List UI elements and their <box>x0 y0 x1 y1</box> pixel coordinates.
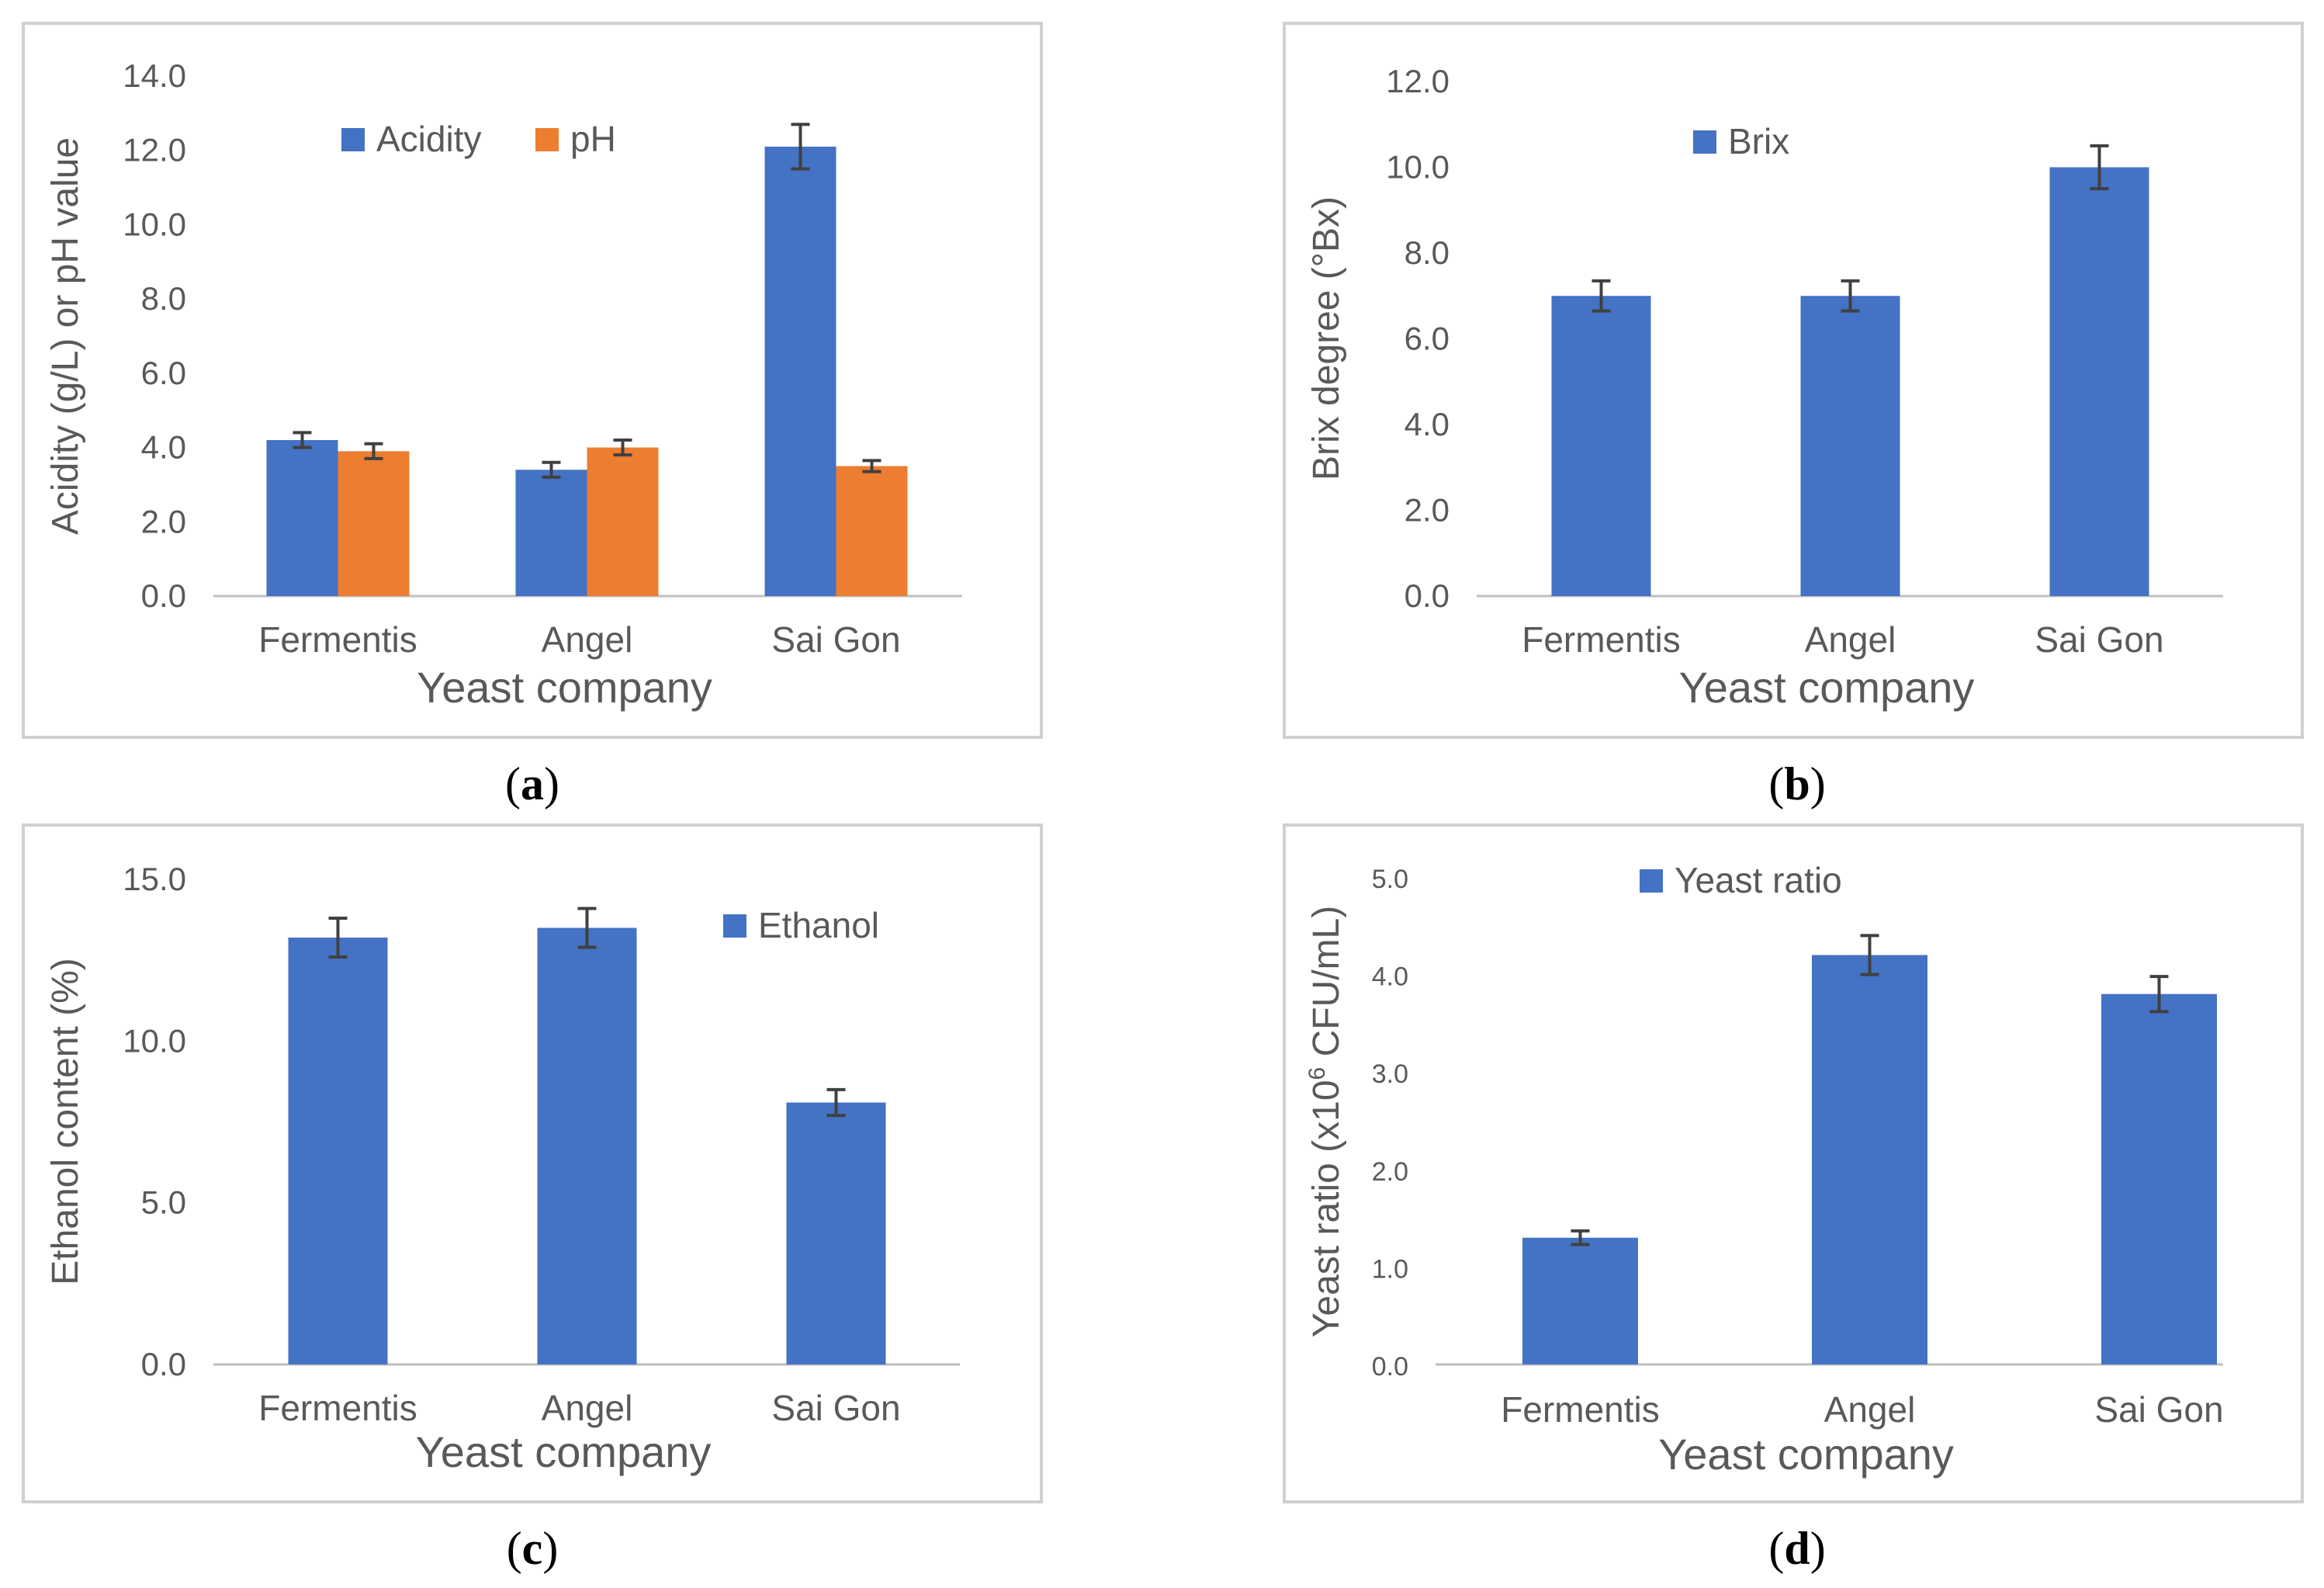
error-bar <box>2090 144 2109 191</box>
y-tick-label: 6.0 <box>1404 321 1449 357</box>
panel-c-chart: 0.0 5.0 10.0 15.0 Fermentis Angel Sai Gon Yeast… <box>45 861 960 1476</box>
bar-ethanol-angel <box>537 927 637 1364</box>
error-bar <box>862 459 881 473</box>
y-tick-label: 2.0 <box>1372 1157 1408 1187</box>
x-category-label: Angel <box>542 619 633 660</box>
y-axis-title: Brix degree (°Bx) <box>1306 196 1347 480</box>
error-bar <box>1571 1229 1590 1246</box>
x-category-label: Sai Gon <box>771 1388 900 1428</box>
y-axis-title: Acidity (g/L) or pH value <box>45 137 86 535</box>
x-category-label: Angel <box>1805 619 1896 660</box>
x-category-label: Fermentis <box>258 1388 417 1428</box>
legend-label-acidity: Acidity <box>376 119 481 159</box>
x-axis-title: Yeast company <box>416 1427 712 1476</box>
y-tick-label: 2.0 <box>1404 492 1449 529</box>
bar-brix-sai-gon <box>2049 167 2149 596</box>
bar-ph-fermentis <box>338 451 410 596</box>
y-tick-label: 4.0 <box>1372 962 1408 992</box>
error-bar <box>293 431 312 449</box>
y-tick-label: 0.0 <box>141 577 186 614</box>
bar-brix-angel <box>1800 296 1900 596</box>
bar-brix-fermentis <box>1551 296 1651 596</box>
error-bar <box>826 1087 846 1118</box>
y-tick-label: 10.0 <box>1386 149 1449 185</box>
x-category-label: Fermentis <box>1522 619 1680 660</box>
y-tick-label: 4.0 <box>141 429 186 466</box>
y-axis-title: Yeast ratio (x106 CFU/mL) <box>1304 906 1347 1337</box>
x-axis-title: Yeast company <box>1658 1430 1954 1479</box>
legend-swatch-brix <box>1693 130 1716 154</box>
y-tick-label: 15.0 <box>123 861 186 897</box>
caption-a: (a) <box>505 758 559 810</box>
legend-swatch-acidity <box>341 128 365 151</box>
legend-label-ethanol: Ethanol <box>758 905 879 945</box>
bar-ph-angel <box>587 447 659 596</box>
y-tick-label: 0.0 <box>1372 1352 1408 1382</box>
legend-swatch-yeast-ratio <box>1640 869 1663 893</box>
caption-b: (b) <box>1768 758 1825 810</box>
x-category-label: Fermentis <box>258 619 417 660</box>
panel-a-frame <box>22 22 1043 739</box>
y-tick-label: 6.0 <box>141 355 186 391</box>
bar-yeast-ratio-angel <box>1812 955 1927 1364</box>
legend-label-brix: Brix <box>1728 121 1789 161</box>
y-tick-label: 0.0 <box>1404 577 1449 614</box>
y-axis-title-sup: 6 <box>1304 1067 1330 1080</box>
panel-d-chart: 0.0 1.0 2.0 3.0 4.0 5.0 Fermentis Angel Sai Gon Y… <box>1304 860 2224 1479</box>
y-tick-label: 5.0 <box>1372 865 1408 894</box>
error-bar <box>328 917 348 959</box>
y-tick-label: 12.0 <box>1386 63 1449 99</box>
error-bar <box>791 123 810 171</box>
y-axis-title-main: Yeast ratio (x10 <box>1306 1080 1347 1337</box>
y-tick-label: 8.0 <box>141 280 186 317</box>
y-tick-label: 10.0 <box>123 206 186 242</box>
x-category-label: Sai Gon <box>771 619 900 660</box>
x-category-label: Sai Gon <box>2035 619 2163 660</box>
bar-yeast-ratio-fermentis <box>1522 1237 1638 1364</box>
x-axis-title: Yeast company <box>1679 663 1975 712</box>
x-axis-title: Yeast company <box>417 663 712 712</box>
bar-ethanol-fermentis <box>288 938 388 1364</box>
bar-acidity-sai-gon <box>764 146 836 596</box>
error-bar <box>1860 934 1879 976</box>
bar-acidity-fermentis <box>266 440 338 596</box>
y-tick-label: 3.0 <box>1372 1059 1408 1089</box>
x-category-label: Angel <box>1824 1389 1916 1430</box>
legend-swatch-ethanol <box>723 914 746 938</box>
y-tick-label: 2.0 <box>141 503 186 539</box>
bar-ethanol-sai-gon <box>786 1102 886 1364</box>
bar-acidity-angel <box>515 470 587 596</box>
bar-ph-sai-gon <box>836 466 908 596</box>
panel-b-chart: 0.0 2.0 4.0 6.0 8.0 10.0 12.0 Fermentis Angel Sai… <box>1306 63 2223 712</box>
y-tick-label: 5.0 <box>141 1184 186 1221</box>
x-category-label: Fermentis <box>1501 1389 1659 1430</box>
error-bar <box>542 460 561 479</box>
panel-a-chart: 0.0 2.0 4.0 6.0 8.0 10.0 12.0 14.0 Fermentis Ange… <box>45 57 962 712</box>
x-category-label: Sai Gon <box>2094 1389 2223 1430</box>
bar-yeast-ratio-sai-gon <box>2101 993 2217 1364</box>
legend-label-ph: pH <box>570 119 616 159</box>
y-tick-label: 8.0 <box>1404 234 1449 271</box>
caption-d: (d) <box>1768 1523 1825 1574</box>
y-tick-label: 0.0 <box>141 1346 186 1382</box>
y-tick-label: 1.0 <box>1372 1254 1408 1284</box>
y-axis-title: Ethanol content (%) <box>45 958 86 1285</box>
y-tick-label: 10.0 <box>123 1022 186 1059</box>
y-tick-label: 14.0 <box>123 57 186 94</box>
legend-swatch-ph <box>535 128 559 151</box>
error-bar <box>577 907 597 949</box>
error-bar <box>1591 279 1611 313</box>
error-bar <box>1841 279 1860 313</box>
y-tick-label: 12.0 <box>123 132 186 168</box>
error-bar <box>364 442 383 460</box>
y-axis-title-tail: CFU/mL) <box>1306 906 1347 1067</box>
legend-label-yeast-ratio: Yeast ratio <box>1675 860 1842 900</box>
error-bar <box>613 439 632 457</box>
error-bar <box>2149 975 2169 1014</box>
y-tick-label: 4.0 <box>1404 406 1449 442</box>
caption-c: (c) <box>507 1523 559 1574</box>
x-category-label: Angel <box>542 1388 633 1428</box>
